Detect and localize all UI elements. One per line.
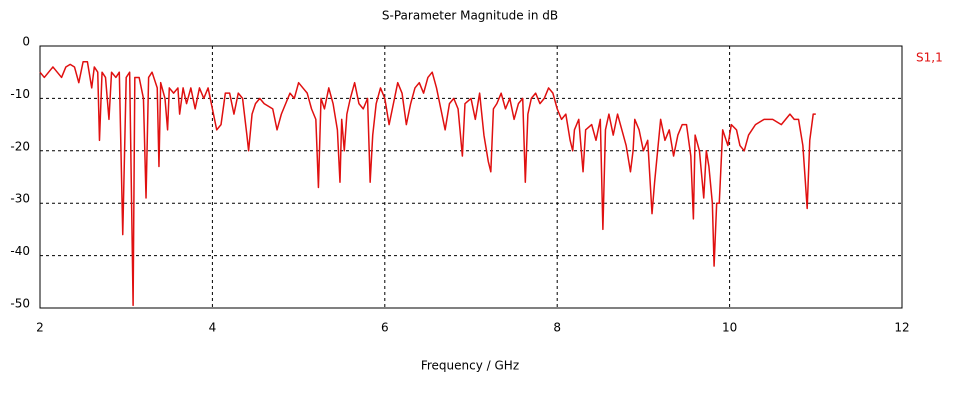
plot-frame	[39, 45, 903, 309]
x-tick-label: 6	[381, 321, 389, 335]
data-line	[39, 60, 816, 307]
x-tick-label: 2	[36, 321, 44, 335]
x-axis-label: Frequency / GHz	[421, 359, 519, 373]
chart-title: S-Parameter Magnitude in dB	[382, 9, 558, 23]
legend-label: S1,1	[916, 51, 943, 65]
x-tick-label: 12	[894, 321, 909, 335]
y-tick-label: -20	[10, 139, 30, 153]
y-tick-label: -10	[10, 87, 30, 101]
y-tick-label: 0	[22, 35, 30, 49]
x-tick-label: 10	[722, 321, 737, 335]
x-tick-label: 8	[553, 321, 561, 335]
x-tick-label: 4	[209, 321, 217, 335]
y-tick-label: -50	[10, 297, 30, 311]
y-tick-label: -30	[10, 192, 30, 206]
y-tick-label: -40	[10, 244, 30, 258]
